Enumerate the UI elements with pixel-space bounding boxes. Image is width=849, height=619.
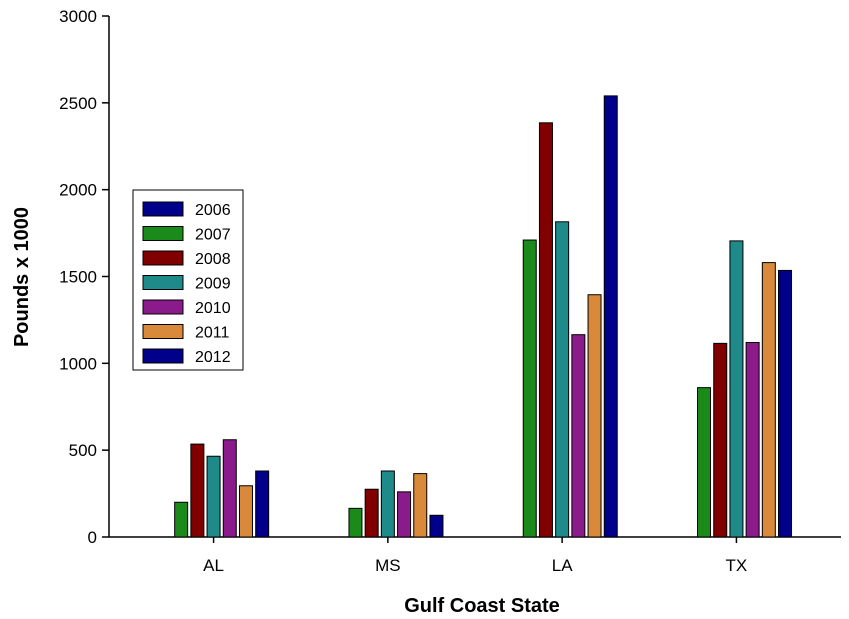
- bar: [587, 294, 602, 538]
- legend-swatch: [142, 250, 184, 266]
- legend-swatch: [142, 226, 184, 241]
- y-tick-label: 1000: [59, 354, 97, 373]
- bar: [429, 514, 444, 538]
- bar: [190, 443, 205, 538]
- y-tick-label: 0: [88, 528, 97, 547]
- bar: [397, 491, 412, 538]
- x-axis-title: Gulf Coast State: [404, 595, 560, 617]
- bar: [206, 455, 221, 538]
- legend-label: 2011: [195, 325, 230, 342]
- bar: [538, 122, 553, 538]
- y-tick-label: 500: [69, 441, 97, 460]
- legend-label: 2009: [195, 276, 231, 293]
- bar: [713, 342, 728, 538]
- bar: [364, 488, 379, 538]
- bar: [255, 470, 270, 538]
- legend-swatch: [142, 201, 184, 217]
- y-tick-label: 2500: [59, 94, 97, 113]
- x-tick-label: AL: [203, 556, 224, 575]
- bar: [348, 507, 363, 538]
- legend-label: 2006: [195, 202, 231, 219]
- bar: [778, 269, 793, 538]
- y-tick-label: 2000: [59, 181, 97, 200]
- bar: [238, 485, 253, 538]
- bar: [555, 221, 570, 538]
- tick-labels: 0 500 1000 1500 2000 2500 3000 AL MS LA TX: [59, 7, 747, 575]
- y-tick-label: 3000: [59, 7, 97, 26]
- bar: [745, 341, 760, 538]
- bar: [697, 387, 712, 538]
- bars: [174, 95, 793, 538]
- legend-swatch: [142, 299, 184, 315]
- legend-label: 2007: [195, 227, 231, 244]
- x-tick-label: TX: [726, 556, 748, 575]
- legend-label: 2008: [195, 251, 231, 268]
- x-tick-label: LA: [552, 556, 573, 575]
- bar: [522, 239, 537, 538]
- bar: [222, 439, 237, 538]
- bar: [761, 262, 776, 538]
- bar: [729, 240, 744, 538]
- legend-swatch: [142, 275, 184, 290]
- bar: [174, 501, 189, 538]
- y-tick-label: 1500: [59, 268, 97, 287]
- x-tick-label: MS: [375, 556, 401, 575]
- legend-label: 2010: [195, 300, 231, 317]
- bar: [413, 473, 428, 538]
- legend-label: 2012: [195, 349, 231, 366]
- legend-swatch: [142, 324, 184, 339]
- legend-swatch: [142, 348, 184, 364]
- legend: 2006 2007 2008 2009 2010 2011 2012: [132, 189, 244, 371]
- bar: [380, 470, 395, 538]
- y-axis-title: Pounds x 1000: [11, 207, 33, 347]
- bar: [603, 95, 618, 538]
- bar: [571, 334, 586, 538]
